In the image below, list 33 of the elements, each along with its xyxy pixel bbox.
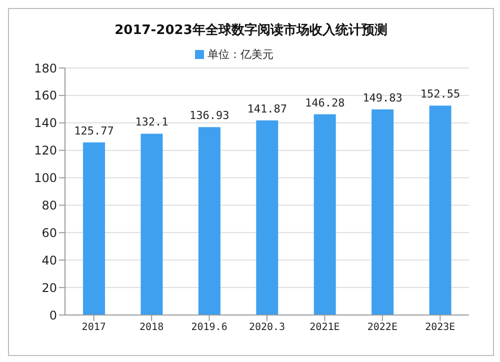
y-tick-label: 180: [34, 61, 57, 76]
chart-title: 2017-2023年全球数字阅读市场收入统计预测: [114, 22, 388, 39]
x-tick-label: 2023E: [425, 322, 456, 334]
x-tick-label: 2021E: [310, 322, 340, 334]
y-tick-label: 100: [34, 171, 57, 186]
data-label: 152.55: [420, 88, 460, 101]
bar: [198, 127, 220, 315]
data-label: 146.28: [304, 96, 345, 110]
bar: [429, 106, 452, 315]
y-tick-label: 60: [42, 226, 57, 240]
x-tick-label: 2019.6: [191, 322, 228, 334]
data-label: 136.93: [190, 109, 230, 122]
data-label: 132.1: [135, 116, 168, 129]
data-label: 125.77: [74, 124, 114, 138]
data-label: 141.87: [247, 102, 288, 116]
y-tick-label: 0: [49, 308, 57, 322]
x-tick-label: 2022E: [367, 322, 398, 334]
y-tick-label: 80: [42, 198, 57, 212]
y-tick-label: 40: [42, 253, 57, 268]
x-tick-label: 2018: [140, 322, 164, 334]
bar: [314, 114, 336, 315]
x-tick-label: 2017: [82, 322, 106, 334]
y-tick-label: 20: [42, 280, 57, 295]
y-tick-label: 120: [34, 144, 57, 158]
bar: [372, 109, 394, 315]
bar: [140, 134, 163, 315]
legend-label: 单位：亿美元: [208, 48, 274, 61]
x-tick-label: 2020.3: [248, 322, 286, 334]
bar: [256, 120, 278, 315]
y-tick-label: 160: [34, 88, 57, 103]
data-label: 149.83: [362, 91, 402, 104]
bar: [83, 142, 105, 315]
y-tick-label: 140: [34, 116, 57, 130]
